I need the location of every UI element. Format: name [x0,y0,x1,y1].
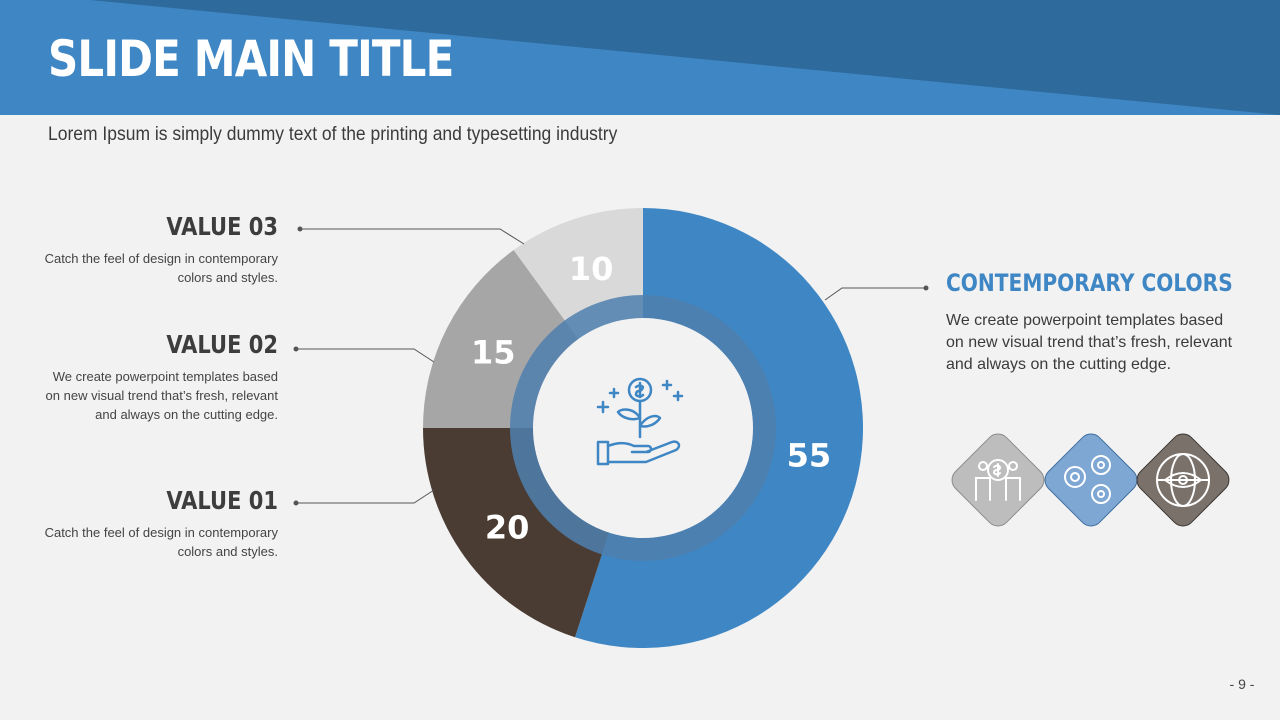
gears-team-icon [1064,455,1111,504]
header-accent [90,0,1280,115]
value-02-description: We create powerpoint templates based on … [45,369,278,422]
value-03-connector [300,228,525,245]
slide-subtitle: Lorem Ipsum is simply dummy text of the … [48,124,618,145]
value-01-title: VALUE 01 [166,486,278,515]
value-03-description: Catch the feel of design in contemporary… [44,251,278,285]
value-01-block: VALUE 01 Catch the feel of design in con… [38,486,278,561]
value-01-connector [296,489,435,504]
contemporary-connector [824,287,926,301]
contemporary-dot [923,285,929,291]
donut-label-55: 55 [787,436,832,474]
value-03-dot [297,226,303,232]
value-03-block: VALUE 03 Catch the feel of design in con… [38,212,278,287]
value-01-dot [293,500,299,506]
globe-eye-icon [1156,453,1210,507]
value-01-description: Catch the feel of design in contemporary… [44,525,278,559]
value-02-block: VALUE 02 We create powerpoint templates … [38,330,278,424]
donut-label-10: 10 [569,250,614,288]
slide-title: SLIDE MAIN TITLE [48,30,454,88]
donut-label-20: 20 [485,509,530,547]
value-02-dot [293,346,299,352]
page-number: - 9 - [1229,676,1255,692]
plant-in-hand-money-icon [596,377,684,466]
chart-center [533,318,753,538]
value-03-title: VALUE 03 [166,212,278,241]
contemporary-colors-description: We create powerpoint templates based on … [946,312,1233,373]
donut-label-15: 15 [471,334,516,372]
value-02-title: VALUE 02 [166,330,278,359]
investor-people-icon [975,459,1021,501]
contemporary-colors-title: CONTEMPORARY COLORS [946,269,1233,297]
value-02-connector [296,348,435,363]
gears-team-icon-tile [1044,433,1138,527]
